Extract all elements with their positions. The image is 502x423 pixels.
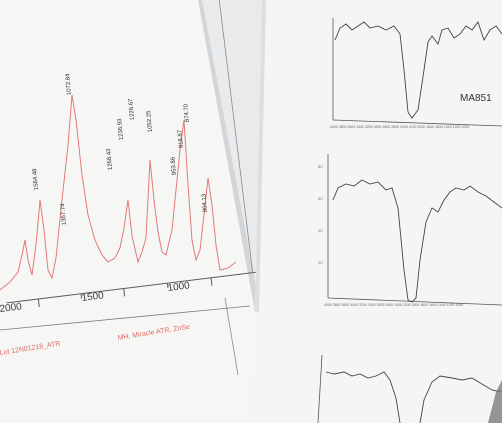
peak-label: 874.70: [183, 103, 191, 122]
sample-label: MA851: [460, 93, 492, 104]
right-spectrum-sheet: MA851 4000 3800 3600 3400 3200 3000 2800…: [248, 0, 502, 423]
svg-text:4000 3800 3600 3400 3200 3000: 4000 3800 3600 3400 3200 3000 2800 2600 …: [324, 303, 463, 307]
peak-label: 918.87: [177, 129, 185, 148]
svg-text:20: 20: [318, 260, 323, 265]
spectrum-line: [0, 94, 237, 291]
peak-label: 1367.74: [60, 203, 68, 226]
bottom-plot: [317, 354, 502, 423]
peak-label: 1236.93: [117, 118, 125, 141]
svg-text:40: 40: [318, 228, 323, 233]
left-spectrum-sheet: 1072.84 1584.48 1367.74 1268.43 1236.93 …: [0, 0, 260, 423]
svg-text:4000 3800 3600 3400 3200 3000: 4000 3800 3600 3400 3200 3000 2800 2600 …: [330, 125, 469, 129]
middle-plot: 4000 3800 3600 3400 3200 3000 2800 2600 …: [318, 154, 502, 307]
svg-text:60: 60: [318, 196, 323, 201]
peak-label: 1052.25: [146, 110, 154, 133]
x-tick-label: 2000: [0, 301, 23, 315]
peak-label: 953.86: [170, 156, 178, 175]
svg-text:80: 80: [318, 164, 323, 169]
x-tick-label: 1500: [81, 290, 105, 304]
x-tick-label: 1000: [167, 280, 191, 294]
peak-label: 804.13: [201, 193, 209, 212]
peak-label: 1072.84: [65, 73, 73, 96]
x-axis-line: [6, 271, 257, 304]
peak-label: 1584.48: [32, 168, 40, 191]
peak-label: 1268.43: [106, 148, 114, 171]
peak-label: 1226.67: [128, 98, 136, 121]
top-plot: MA851 4000 3800 3600 3400 3200 3000 2800…: [330, 18, 502, 129]
